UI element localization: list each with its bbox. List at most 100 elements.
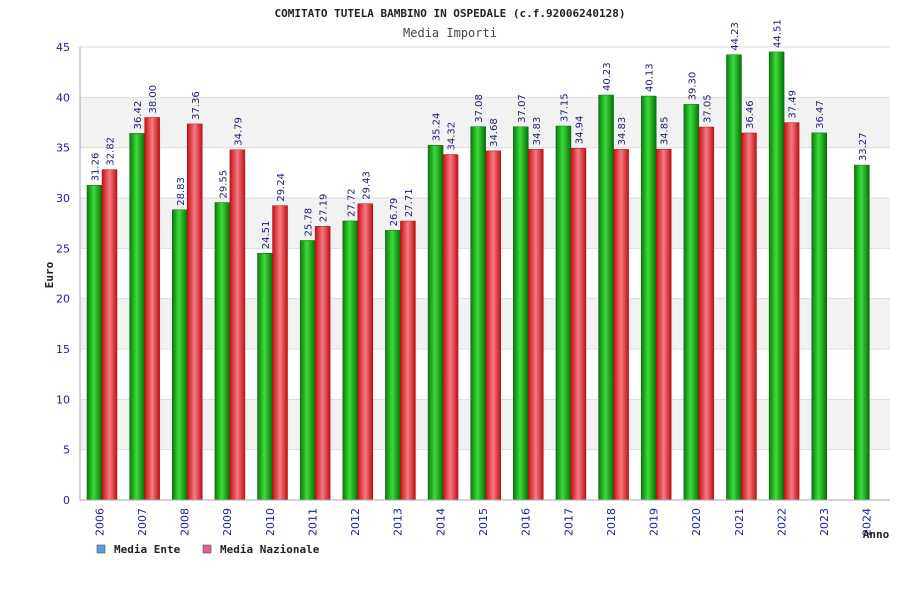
bar-media-ente-2016 — [513, 126, 529, 501]
bar-media-nazionale-2011 — [314, 226, 331, 501]
value-label: 38.00 — [148, 85, 159, 114]
value-label: 29.43 — [361, 171, 372, 200]
x-tick-label: 2019 — [648, 508, 661, 536]
x-tick-label: 2012 — [349, 508, 362, 536]
y-tick-label: 30 — [56, 192, 70, 205]
value-label: 26.79 — [389, 198, 400, 227]
bar-media-nazionale-2009 — [229, 149, 246, 501]
value-label: 37.49 — [788, 90, 799, 119]
value-label: 31.26 — [91, 153, 102, 182]
bar-media-nazionale-2013 — [400, 220, 416, 501]
value-label: 29.24 — [276, 173, 287, 202]
x-tick-label: 2020 — [690, 508, 703, 536]
x-tick-label: 2018 — [605, 508, 618, 536]
bar-media-nazionale-2018 — [613, 149, 629, 501]
x-tick-label: 2021 — [733, 508, 746, 536]
bar-media-nazionale-2012 — [357, 203, 374, 501]
value-label: 34.83 — [617, 117, 628, 146]
bar-media-ente-2008 — [172, 209, 188, 501]
value-label: 44.51 — [773, 19, 784, 48]
bar-media-ente-2010 — [257, 253, 273, 501]
legend-swatch-media-ente — [96, 544, 106, 554]
y-axis-ticks: 0 5 10 15 20 25 30 35 40 45 — [56, 41, 70, 507]
bar-media-ente-2019 — [640, 95, 657, 501]
bar-media-ente-2021 — [726, 54, 742, 501]
plot-band — [80, 47, 890, 98]
bar-media-ente-2017 — [555, 125, 572, 501]
bar-media-nazionale-2014 — [442, 154, 459, 501]
y-tick-label: 40 — [56, 91, 70, 104]
y-tick-label: 35 — [56, 142, 70, 155]
value-label: 27.71 — [404, 188, 415, 217]
value-label: 40.13 — [645, 63, 656, 92]
y-tick-label: 25 — [56, 242, 70, 255]
y-tick-label: 5 — [63, 444, 70, 457]
x-tick-label: 2007 — [136, 508, 149, 536]
value-label: 34.68 — [489, 118, 500, 147]
chart-title: COMITATO TUTELA BAMBINO IN OSPEDALE (c.f… — [275, 7, 626, 20]
value-label: 25.78 — [304, 208, 315, 237]
bar-media-nazionale-2016 — [528, 149, 544, 501]
value-label: 37.15 — [559, 93, 570, 122]
bar-media-ente-2015 — [470, 126, 486, 501]
legend: Media Ente Media Nazionale — [96, 543, 320, 556]
legend-label-media-nazionale: Media Nazionale — [220, 543, 320, 556]
bar-media-ente-2023 — [811, 132, 827, 501]
value-label: 27.19 — [319, 194, 330, 223]
y-axis-title: Euro — [43, 261, 56, 288]
x-tick-label: 2009 — [221, 508, 234, 536]
bar-media-nazionale-2015 — [485, 150, 501, 501]
bar-media-ente-2012 — [342, 220, 359, 501]
value-label: 36.46 — [745, 100, 756, 129]
value-label: 37.08 — [474, 94, 485, 123]
bar-media-ente-2009 — [214, 202, 231, 501]
bar-media-nazionale-2017 — [570, 148, 587, 501]
bar-media-nazionale-2022 — [783, 122, 800, 501]
x-tick-label: 2017 — [562, 508, 575, 536]
value-label: 34.32 — [447, 122, 458, 151]
bar-media-ente-2018 — [598, 94, 614, 501]
value-label: 34.79 — [233, 117, 244, 146]
value-label: 39.30 — [687, 72, 698, 101]
value-label: 36.47 — [815, 100, 826, 129]
value-label: 37.36 — [191, 91, 202, 120]
bar-media-ente-2024 — [854, 164, 870, 501]
bar-media-ente-2011 — [299, 240, 316, 501]
value-label: 34.83 — [532, 117, 543, 146]
bar-media-ente-2013 — [385, 230, 401, 501]
x-axis-ticks: 2006 2007 2008 2009 2010 2011 2012 2013 2014 2015… — [93, 508, 873, 536]
x-tick-label: 2022 — [775, 508, 788, 536]
y-tick-label: 20 — [56, 293, 70, 306]
value-label: 27.72 — [346, 188, 357, 217]
bar-media-nazionale-2008 — [187, 123, 203, 501]
value-label: 28.83 — [176, 177, 187, 206]
x-tick-label: 2015 — [477, 508, 490, 536]
chart-subtitle: Media Importi — [403, 26, 497, 40]
y-tick-label: 15 — [56, 343, 70, 356]
value-label: 36.42 — [133, 101, 144, 130]
value-label: 37.05 — [702, 94, 713, 123]
x-tick-label: 2013 — [392, 508, 405, 536]
value-label: 24.51 — [261, 221, 272, 250]
value-label: 32.82 — [106, 137, 117, 166]
legend-label-media-ente: Media Ente — [114, 543, 181, 556]
x-axis-title: Anno — [863, 528, 890, 541]
y-tick-label: 0 — [63, 494, 70, 507]
bar-media-ente-2006 — [86, 185, 103, 501]
x-tick-label: 2010 — [264, 508, 277, 536]
bar-media-nazionale-2020 — [698, 126, 715, 501]
x-tick-label: 2014 — [434, 508, 447, 536]
value-label: 37.07 — [517, 94, 528, 123]
value-label: 35.24 — [432, 113, 443, 142]
value-label: 40.23 — [602, 62, 613, 91]
value-labels: 31.26 36.42 28.83 29.55 24.51 25.78 27.72 26.79… — [91, 19, 869, 249]
y-tick-label: 10 — [56, 393, 70, 406]
x-tick-label: 2023 — [818, 508, 831, 536]
bar-media-ente-2022 — [768, 51, 785, 501]
y-tick-label: 45 — [56, 41, 70, 54]
value-label: 34.94 — [574, 116, 585, 145]
x-tick-label: 2006 — [93, 508, 106, 536]
legend-swatch-media-nazionale — [202, 544, 212, 554]
bar-media-nazionale-2006 — [101, 169, 118, 501]
